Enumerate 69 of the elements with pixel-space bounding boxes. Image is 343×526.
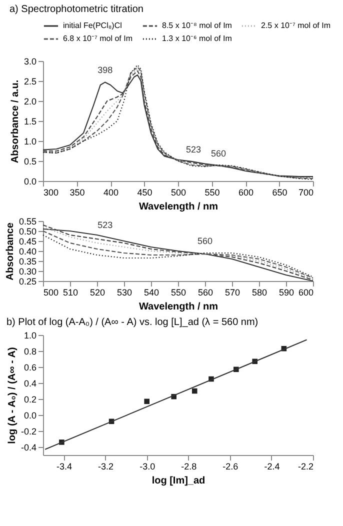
y-tick-label: 0.2 [24,394,36,404]
y-tick-label: 3.0 [24,56,36,66]
legend-label: 6.8 x 10⁻⁷ mol of Im [63,34,133,43]
point [192,388,198,394]
x-tick-label: 590 [278,288,294,298]
chart-title: b) Plot of log (A-A₀) / (A∞ - A) vs. log [L]_ad (λ = 560 nm) [6,317,258,328]
legend-label: 1.3 x 10⁻⁶ mol of Im [162,34,232,43]
y-tick-label: 0.30 [18,266,36,276]
x-tick-label: 580 [252,288,268,298]
x-tick-label: 570 [224,288,240,298]
y-tick-label: 0.8 [24,346,36,356]
x-tick-label: -2.8 [181,462,197,472]
x-tick-label: 600 [238,188,254,198]
y-tick-label: 0.6 [24,362,36,372]
y-tick-label: 0.45 [18,236,36,246]
point [144,398,150,404]
x-tick-label: -3.0 [140,462,156,472]
x-tick-label: 300 [44,188,59,198]
y-axis-title: Absorbance / a.u. [10,80,21,164]
y-tick-label: 2.0 [24,96,36,106]
y-tick-label: 0.0 [24,410,36,420]
y-tick-label: 0.5 [24,156,36,166]
annotation: 523 [98,220,113,230]
x-tick-label: 520 [90,288,106,298]
x-tick-label: 700 [298,188,314,198]
x-tick-label: -2.2 [298,462,314,472]
annotation: 523 [186,144,202,154]
x-tick-label: 540 [144,288,160,298]
x-tick-label: 550 [170,288,186,298]
x-tick-label: -2.4 [264,462,280,472]
x-tick-label: 500 [44,288,59,298]
legend-label: 2.5 x 10⁻⁷ mol of Im [261,21,331,30]
annotation: 398 [98,65,113,76]
y-tick-label: -0.4 [20,442,36,452]
y-tick-label: 1.0 [24,330,36,340]
x-tick-label: 530 [116,288,132,298]
x-tick-label: 450 [137,188,152,198]
x-tick-label: 650 [272,188,288,198]
annotation: 560 [210,148,226,158]
x-axis-title: Wavelength / nm [138,202,218,212]
y-tick-label: 0.35 [18,256,36,266]
x-tick-label: 500 [170,188,186,198]
y-tick-label: 0.4 [24,378,36,388]
x-tick-label: 350 [70,188,85,198]
y-axis-title: Absorbance [4,222,16,280]
y-tick-label: 0.50 [18,226,36,236]
x-tick-label: 560 [198,288,214,298]
y-tick-label: 0.55 [18,216,36,226]
x-tick-label: 400 [103,188,119,198]
x-axis-title: log [Im]_ad [152,476,206,486]
x-tick-label: 510 [62,288,78,298]
x-axis-title: Wavelength / nm [138,302,218,312]
chart-title: a) Spectrophotometric titration [9,4,144,15]
y-tick-label: 1.5 [24,116,36,126]
legend-label: initial Fe(PCl₈)Cl [63,21,122,30]
y-axis-title: log (A - A₀) / (A∞ - A) [6,347,18,444]
x-tick-label: 600 [298,288,314,298]
y-tick-label: 1.0 [24,136,36,146]
x-tick-label: -3.2 [98,462,114,472]
legend-label: 8.5 x 10⁻⁸ mol of Im [162,21,232,30]
y-tick-label: 0.0 [24,176,36,186]
y-tick-label: -0.2 [20,426,36,436]
y-tick-label: 0.40 [18,246,36,256]
x-tick-label: -2.6 [222,462,238,472]
x-tick-label: 550 [204,188,220,198]
y-tick-label: 2.5 [24,76,36,86]
annotation: 560 [197,236,213,246]
x-tick-label: -3.4 [56,462,72,472]
y-tick-label: 0.25 [18,276,36,286]
